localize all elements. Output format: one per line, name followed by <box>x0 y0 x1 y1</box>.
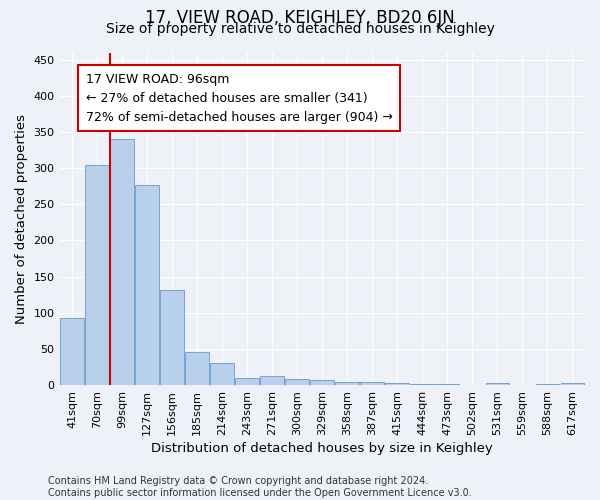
Text: 17 VIEW ROAD: 96sqm
← 27% of detached houses are smaller (341)
72% of semi-detac: 17 VIEW ROAD: 96sqm ← 27% of detached ho… <box>86 72 392 124</box>
Bar <box>410 384 434 385</box>
Bar <box>485 383 509 385</box>
Bar <box>335 382 359 385</box>
Bar <box>361 382 384 385</box>
X-axis label: Distribution of detached houses by size in Keighley: Distribution of detached houses by size … <box>151 442 493 455</box>
Bar <box>85 164 109 385</box>
Bar <box>436 384 459 385</box>
Bar <box>235 378 259 385</box>
Bar <box>210 362 234 385</box>
Bar <box>160 290 184 385</box>
Bar <box>560 383 584 385</box>
Bar <box>135 185 159 385</box>
Bar <box>60 318 84 385</box>
Bar <box>385 383 409 385</box>
Bar <box>286 380 309 385</box>
Text: Contains HM Land Registry data © Crown copyright and database right 2024.
Contai: Contains HM Land Registry data © Crown c… <box>48 476 472 498</box>
Bar <box>260 376 284 385</box>
Bar <box>536 384 559 385</box>
Y-axis label: Number of detached properties: Number of detached properties <box>15 114 28 324</box>
Bar <box>310 380 334 385</box>
Bar <box>185 352 209 385</box>
Text: 17, VIEW ROAD, KEIGHLEY, BD20 6JN: 17, VIEW ROAD, KEIGHLEY, BD20 6JN <box>145 9 455 27</box>
Text: Size of property relative to detached houses in Keighley: Size of property relative to detached ho… <box>106 22 494 36</box>
Bar <box>110 140 134 385</box>
